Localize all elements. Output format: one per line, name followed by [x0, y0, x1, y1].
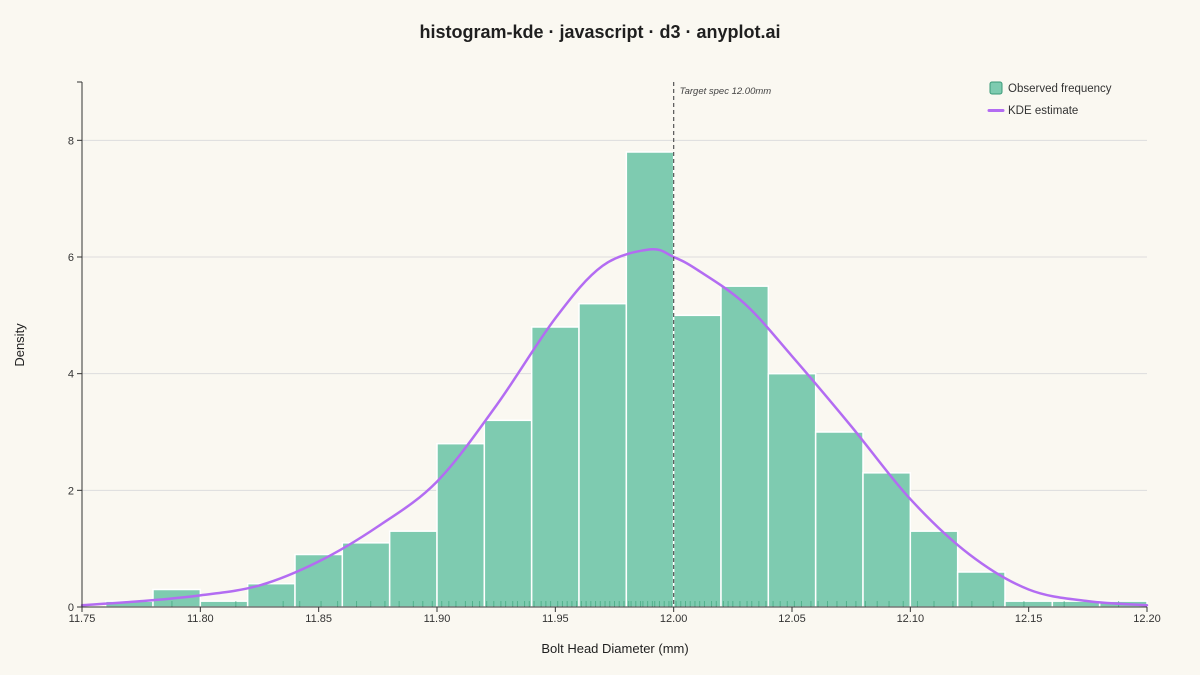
x-tick-label: 12.20: [1133, 613, 1161, 625]
histogram-bar: [814, 431, 864, 608]
histogram-bar: [767, 372, 817, 608]
y-tick-label: 0: [68, 602, 74, 614]
histogram-bar: [1004, 600, 1054, 608]
target-spec-label: Target spec 12.00mm: [680, 86, 772, 97]
chart-title: histogram-kde · javascript · d3 · anyplo…: [419, 22, 780, 42]
x-tick-label: 12.05: [778, 613, 806, 625]
x-tick-label: 11.90: [424, 613, 451, 625]
y-tick-label: 2: [68, 485, 74, 497]
x-tick-label: 12.15: [1015, 613, 1043, 625]
histogram-bar: [672, 314, 722, 608]
x-axis-label: Bolt Head Diameter (mm): [541, 641, 688, 656]
y-tick-label: 6: [68, 252, 74, 264]
histogram-bars: [104, 151, 1148, 608]
legend: Observed frequency KDE estimate: [987, 81, 1112, 117]
histogram-bar: [578, 302, 628, 608]
x-tick-label: 12.10: [897, 613, 925, 625]
histogram-bar: [909, 530, 959, 608]
legend-label-kde-estimate: KDE estimate: [1008, 105, 1078, 117]
legend-swatch-observed-frequency: [989, 81, 1003, 95]
histogram-bar: [483, 419, 533, 608]
histogram-bar: [294, 553, 344, 608]
y-tick-label: 4: [68, 369, 74, 381]
target-spec-reference: Target spec 12.00mm: [673, 82, 772, 607]
x-tick-label: 12.00: [660, 613, 688, 625]
x-tick-label: 11.95: [542, 613, 569, 625]
histogram-bar: [720, 285, 770, 608]
rug-marks: [171, 601, 1120, 607]
axes: 11.75 11.80 11.85 11.90 11.95 12.00 12.05 12.10…: [68, 81, 1161, 625]
x-tick-label: 11.85: [305, 613, 332, 625]
histogram-bar: [341, 542, 391, 608]
x-tick-label: 11.75: [69, 613, 96, 625]
histogram-bar: [199, 600, 249, 608]
histogram-bar: [388, 530, 438, 608]
x-tick-label: 11.80: [187, 613, 214, 625]
histogram-bar: [625, 151, 675, 608]
y-axis-label: Density: [12, 323, 27, 367]
histogram-bar: [530, 326, 580, 608]
histogram-bar: [956, 571, 1006, 608]
histogram-bar: [436, 442, 486, 608]
kde-curve: [80, 247, 1149, 607]
legend-label-observed-frequency: Observed frequency: [1008, 83, 1112, 95]
y-tick-label: 8: [68, 135, 74, 147]
